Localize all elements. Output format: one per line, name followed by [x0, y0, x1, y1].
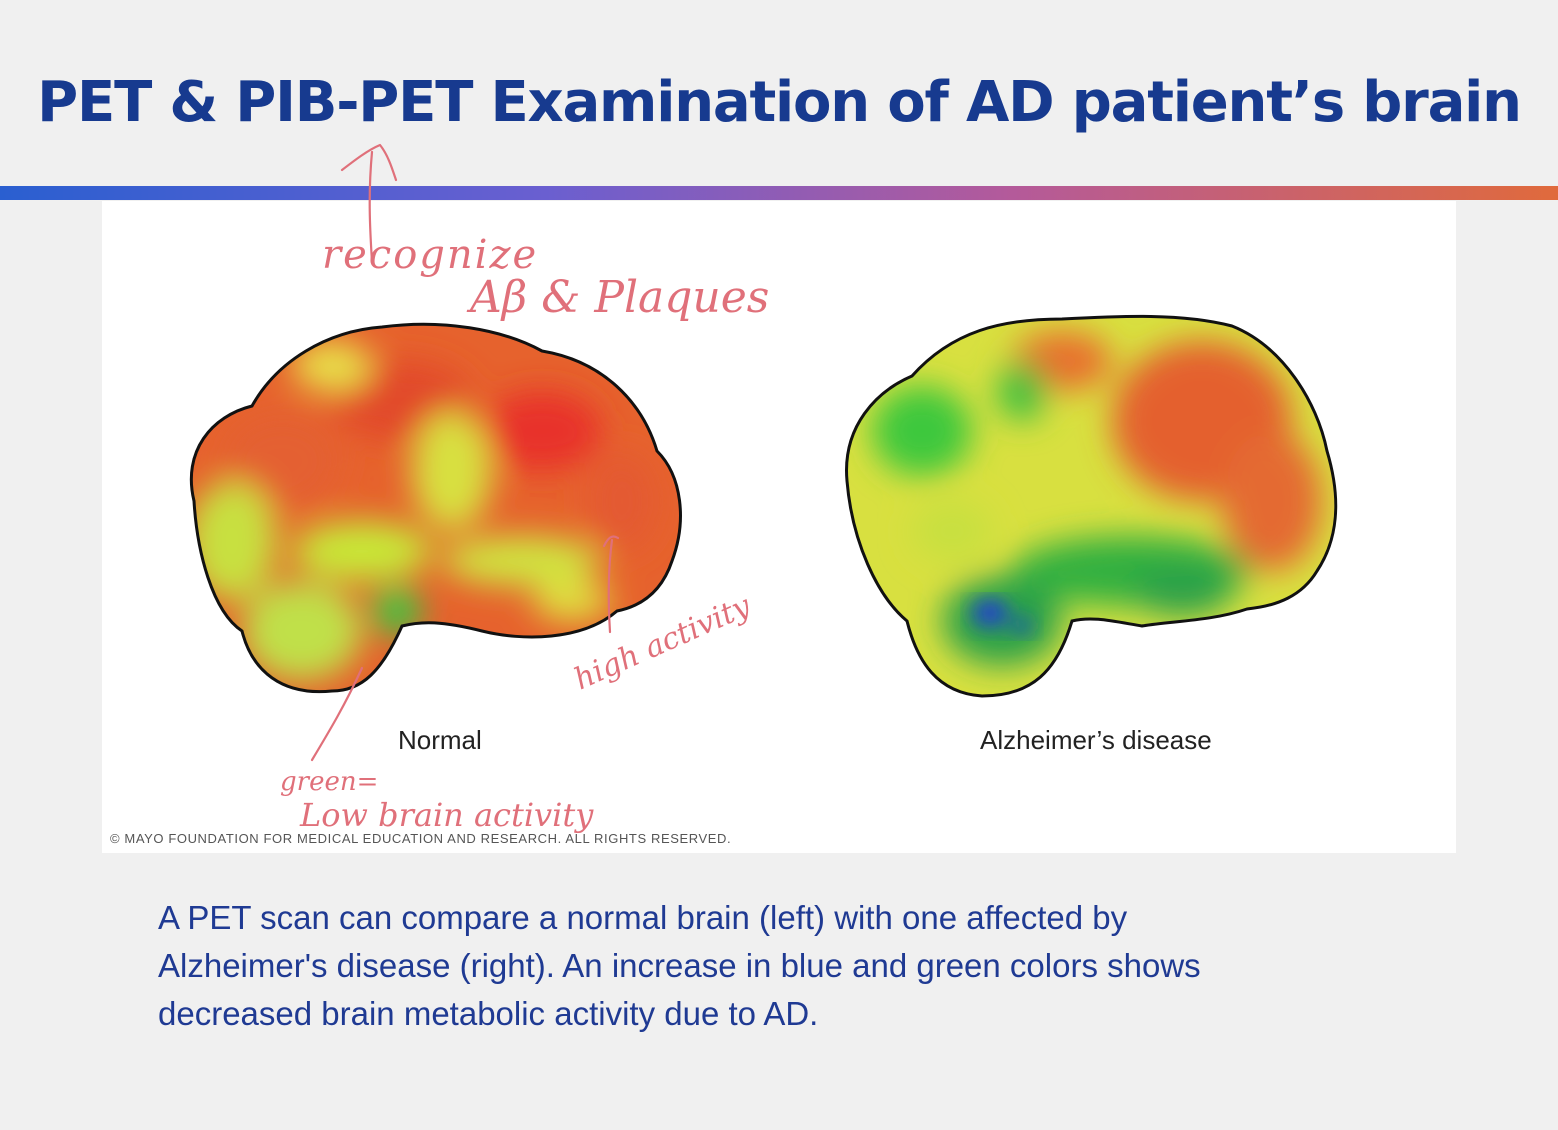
- normal-brain-outline: [189, 322, 682, 694]
- pet-brain-images: [189, 314, 1338, 698]
- figure-caption: A PET scan can compare a normal brain (l…: [158, 894, 1458, 1038]
- caption-line-2: Alzheimer's disease (right). An increase…: [158, 947, 1201, 984]
- pet-figure-panel: Normal Alzheimer’s disease © MAYO FOUNDA…: [102, 201, 1456, 853]
- ad-brain-label: Alzheimer’s disease: [980, 725, 1212, 755]
- ad-brain-outline: [845, 314, 1338, 698]
- normal-brain-label: Normal: [398, 725, 482, 755]
- caption-line-3: decreased brain metabolic activity due t…: [158, 995, 819, 1032]
- title-divider: [0, 186, 1558, 200]
- copyright-credit: © MAYO FOUNDATION FOR MEDICAL EDUCATION …: [110, 831, 732, 846]
- arrow-head-pib: [340, 143, 398, 182]
- normal-brain-scan: [191, 324, 681, 692]
- ad-brain-scan: [846, 316, 1336, 697]
- caption-line-1: A PET scan can compare a normal brain (l…: [158, 899, 1128, 936]
- slide-title: PET & PIB-PET Examination of AD patient’…: [37, 70, 1522, 135]
